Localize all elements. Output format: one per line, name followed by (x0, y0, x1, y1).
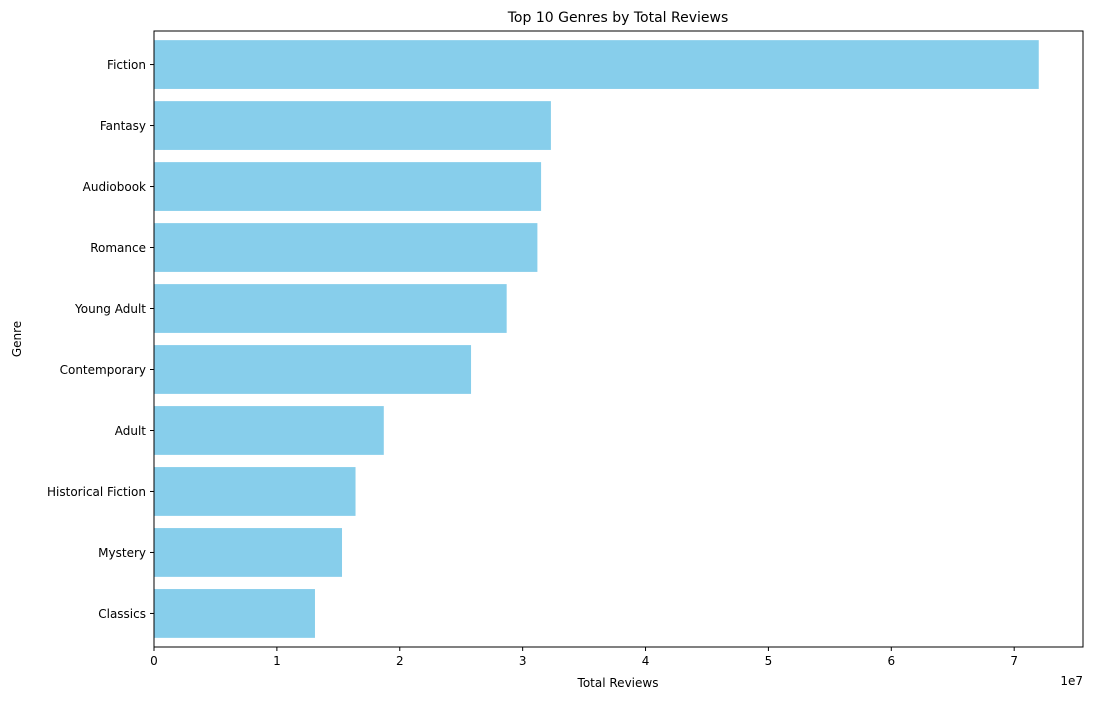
bar-mystery (154, 528, 343, 577)
bar-fiction (154, 40, 1039, 89)
bar-fantasy (154, 101, 551, 150)
y-tick-label: Fantasy (100, 119, 146, 133)
bar-romance (154, 223, 538, 272)
x-axis-label: Total Reviews (577, 676, 659, 690)
x-axis-offset-label: 1e7 (1060, 674, 1083, 688)
bar-historical-fiction (154, 467, 356, 516)
y-tick-label: Adult (115, 424, 147, 438)
bar-audiobook (154, 162, 542, 211)
y-tick-label: Young Adult (74, 302, 146, 316)
bars-layer (154, 40, 1039, 638)
x-tick-label: 2 (396, 654, 404, 668)
y-axis-label: Genre (10, 321, 24, 357)
bar-young-adult (154, 284, 507, 333)
bar-contemporary (154, 345, 472, 394)
x-tick-label: 1 (273, 654, 281, 668)
y-tick-label: Romance (90, 241, 146, 255)
x-tick-label: 4 (642, 654, 650, 668)
axes-layer: Fiction Fantasy Audiobook Romance Young Adul… (47, 30, 1084, 668)
bar-classics (154, 589, 315, 638)
x-tick-label: 5 (765, 654, 773, 668)
y-tick-label: Fiction (107, 58, 146, 72)
plot-frame (153, 30, 1084, 648)
y-tick-label: Historical Fiction (47, 485, 146, 499)
y-tick-label: Contemporary (60, 363, 146, 377)
y-tick-label: Classics (98, 607, 146, 621)
x-tick-label: 3 (519, 654, 527, 668)
x-tick-label: 0 (150, 654, 158, 668)
chart-title: Top 10 Genres by Total Reviews (507, 10, 729, 26)
x-tick-label: 6 (887, 654, 895, 668)
y-tick-label: Audiobook (83, 180, 146, 194)
y-tick-label: Mystery (98, 546, 146, 560)
x-tick-label: 7 (1010, 654, 1018, 668)
bar-adult (154, 406, 384, 455)
